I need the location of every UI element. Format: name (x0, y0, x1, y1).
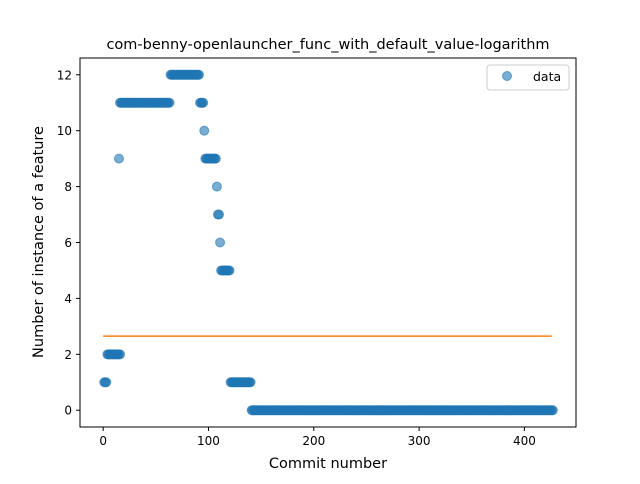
y-tick-label: 12 (57, 68, 72, 82)
data-point (210, 153, 221, 164)
data-point (113, 153, 124, 164)
data-point (214, 209, 225, 220)
y-axis-label: Number of instance of a feature (31, 126, 47, 358)
data-point (115, 349, 126, 360)
data-point (198, 97, 209, 108)
data-point (199, 125, 210, 136)
data-point (211, 181, 222, 192)
x-tick-label: 100 (197, 434, 220, 448)
data-point (245, 377, 256, 388)
x-axis-ticks: 0 100 200 300 400 (99, 427, 536, 448)
legend-marker-data (502, 71, 512, 81)
legend: data (486, 64, 570, 91)
data-point (194, 69, 204, 80)
data-points (99, 69, 558, 416)
y-tick-label: 6 (64, 236, 72, 250)
data-point (215, 237, 226, 248)
x-tick-label: 200 (302, 434, 325, 448)
legend-label-data: data (533, 69, 561, 84)
data-point (101, 377, 112, 388)
x-axis-label: Commit number (269, 456, 387, 472)
chart-title: com-benny-openlauncher_func_with_default… (106, 37, 549, 53)
x-tick-label: 0 (99, 434, 107, 448)
y-tick-label: 8 (64, 180, 72, 194)
y-axis-ticks: 0 2 4 6 8 10 12 (57, 68, 80, 418)
data-point (164, 97, 175, 108)
y-tick-label: 10 (57, 124, 72, 138)
x-tick-label: 300 (408, 434, 431, 448)
y-tick-label: 0 (64, 404, 72, 418)
x-tick-label: 400 (513, 434, 536, 448)
y-tick-label: 4 (64, 292, 72, 306)
y-tick-label: 2 (64, 348, 72, 362)
data-point (224, 265, 235, 276)
data-point (547, 405, 558, 416)
